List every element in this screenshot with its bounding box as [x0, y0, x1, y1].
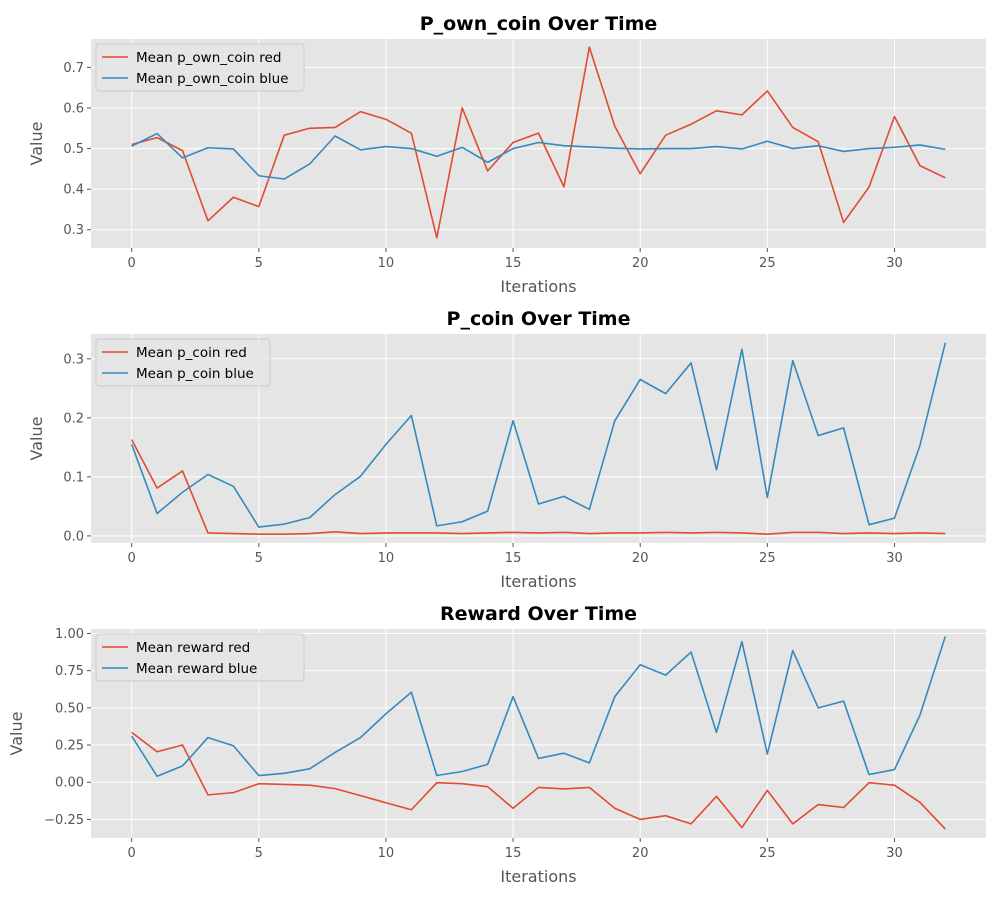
x-tick-label: 0 — [128, 846, 136, 861]
chart-title: P_coin Over Time — [447, 308, 631, 330]
legend-label: Mean p_coin red — [136, 345, 247, 361]
x-tick-label: 25 — [759, 256, 776, 271]
y-tick-label: 0.50 — [55, 701, 84, 716]
legend-label: Mean reward red — [136, 640, 250, 656]
y-tick-label: 0.1 — [63, 470, 84, 485]
y-tick-label: 0.3 — [63, 223, 84, 238]
y-tick-label: 0.25 — [55, 739, 84, 754]
legend-label: Mean p_coin blue — [136, 366, 254, 382]
y-tick-label: 0.7 — [63, 61, 84, 76]
x-tick-label: 25 — [759, 551, 776, 566]
x-tick-label: 20 — [632, 846, 649, 861]
legend-label: Mean reward blue — [136, 661, 257, 677]
x-tick-label: 30 — [886, 256, 903, 271]
y-tick-label: 0.2 — [63, 411, 84, 426]
y-tick-label: 0.6 — [63, 101, 84, 116]
chart-panel-1: 0 5 10 15 20 25 30 0.3 0.4 0.5 0.6 0.7 P_own_coin Ov… — [27, 13, 986, 296]
x-tick-label: 10 — [378, 551, 395, 566]
x-tick-label: 20 — [632, 256, 649, 271]
x-tick-label: 15 — [505, 551, 522, 566]
chart-title: Reward Over Time — [440, 603, 637, 625]
y-axis-label: Value — [7, 712, 26, 756]
x-tick-label: 30 — [886, 551, 903, 566]
x-axis-label: Iterations — [500, 277, 576, 296]
chart-panel-2: 0 5 10 15 20 25 30 0.0 0.1 0.2 0.3 P_coin Over Time… — [27, 308, 986, 591]
y-tick-label: 0.0 — [63, 529, 84, 544]
x-axis-label: Iterations — [500, 572, 576, 591]
chart-panel-3: 0 5 10 15 20 25 30 −0.25 0.00 0.25 0.50 0.75 1.00 Rew… — [7, 603, 986, 886]
y-axis-label: Value — [27, 417, 46, 461]
x-tick-label: 20 — [632, 551, 649, 566]
y-axis-label: Value — [27, 122, 46, 166]
x-tick-label: 15 — [505, 846, 522, 861]
x-tick-label: 5 — [255, 846, 263, 861]
x-tick-label: 10 — [378, 846, 395, 861]
x-tick-label: 15 — [505, 256, 522, 271]
y-tick-label: 0.75 — [55, 664, 84, 679]
legend-label: Mean p_own_coin blue — [136, 71, 288, 87]
x-axis-label: Iterations — [500, 867, 576, 886]
y-tick-label: 0.5 — [63, 142, 84, 157]
x-tick-label: 0 — [128, 256, 136, 271]
x-tick-label: 5 — [255, 551, 263, 566]
x-tick-label: 10 — [378, 256, 395, 271]
y-tick-label: −0.25 — [44, 813, 84, 828]
y-tick-label: 1.00 — [55, 627, 84, 642]
chart-title: P_own_coin Over Time — [420, 13, 658, 35]
x-tick-label: 5 — [255, 256, 263, 271]
x-tick-label: 0 — [128, 551, 136, 566]
y-tick-label: 0.00 — [55, 776, 84, 791]
y-tick-label: 0.3 — [63, 352, 84, 367]
y-tick-label: 0.4 — [63, 183, 84, 198]
x-tick-label: 30 — [886, 846, 903, 861]
legend-label: Mean p_own_coin red — [136, 50, 281, 66]
x-tick-label: 25 — [759, 846, 776, 861]
